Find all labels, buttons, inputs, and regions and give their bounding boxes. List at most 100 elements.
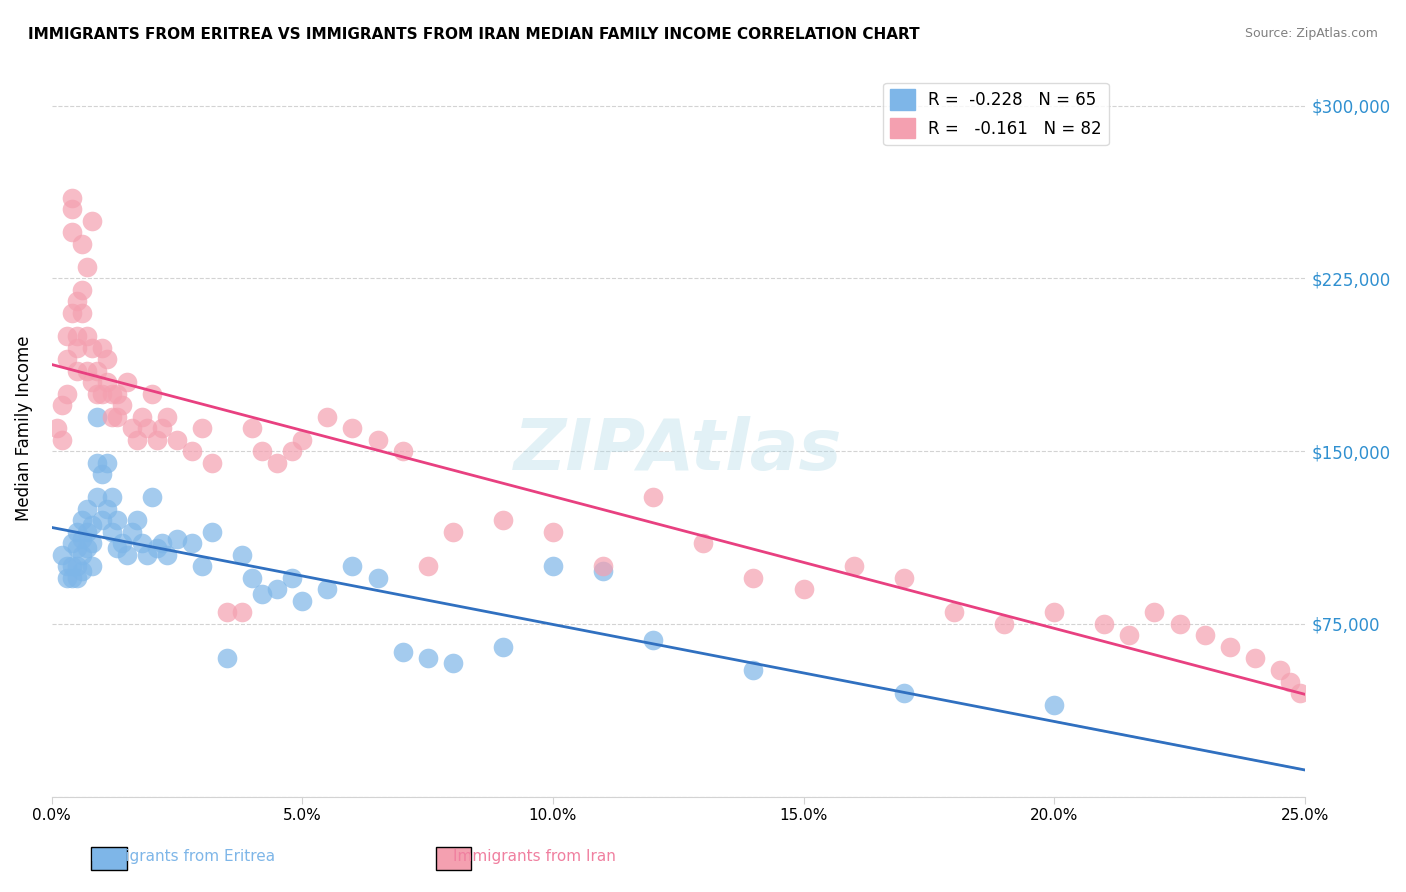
Point bbox=[101, 490, 124, 504]
Point bbox=[643, 490, 665, 504]
Point bbox=[115, 548, 138, 562]
Point bbox=[156, 548, 179, 562]
Point bbox=[86, 490, 108, 504]
Point bbox=[121, 524, 143, 539]
Point bbox=[146, 541, 169, 555]
Point bbox=[76, 541, 98, 555]
Point bbox=[1118, 628, 1140, 642]
Point bbox=[56, 329, 79, 343]
Point bbox=[592, 559, 614, 574]
Point bbox=[90, 386, 112, 401]
Point bbox=[541, 559, 564, 574]
Point bbox=[842, 559, 865, 574]
Point bbox=[96, 456, 118, 470]
Point bbox=[90, 467, 112, 482]
Point bbox=[1143, 606, 1166, 620]
Text: Source: ZipAtlas.com: Source: ZipAtlas.com bbox=[1244, 27, 1378, 40]
Point bbox=[60, 559, 83, 574]
Point bbox=[60, 536, 83, 550]
Point bbox=[266, 582, 288, 597]
Point bbox=[942, 606, 965, 620]
Point bbox=[66, 524, 89, 539]
Point bbox=[441, 656, 464, 670]
Point bbox=[1288, 686, 1310, 700]
Point bbox=[66, 571, 89, 585]
Point bbox=[893, 571, 915, 585]
Point bbox=[266, 456, 288, 470]
Point bbox=[141, 386, 163, 401]
Point bbox=[101, 524, 124, 539]
Point bbox=[70, 513, 93, 527]
Point bbox=[96, 375, 118, 389]
Point bbox=[291, 433, 314, 447]
Point bbox=[56, 559, 79, 574]
Point bbox=[252, 587, 274, 601]
Point bbox=[416, 559, 439, 574]
Point bbox=[105, 409, 128, 424]
Point bbox=[1092, 616, 1115, 631]
Point bbox=[316, 409, 339, 424]
Point bbox=[76, 501, 98, 516]
Point bbox=[742, 571, 765, 585]
Point bbox=[217, 651, 239, 665]
Point bbox=[101, 386, 124, 401]
Point bbox=[125, 513, 148, 527]
Point bbox=[86, 409, 108, 424]
Text: IMMIGRANTS FROM ERITREA VS IMMIGRANTS FROM IRAN MEDIAN FAMILY INCOME CORRELATION: IMMIGRANTS FROM ERITREA VS IMMIGRANTS FR… bbox=[28, 27, 920, 42]
Point bbox=[166, 433, 188, 447]
Point bbox=[893, 686, 915, 700]
Point bbox=[181, 536, 204, 550]
Point bbox=[181, 444, 204, 458]
Point bbox=[56, 352, 79, 367]
Point bbox=[45, 421, 67, 435]
Point bbox=[86, 456, 108, 470]
Point bbox=[993, 616, 1015, 631]
Point bbox=[80, 517, 103, 532]
Point bbox=[141, 490, 163, 504]
Point bbox=[90, 341, 112, 355]
Point bbox=[166, 532, 188, 546]
Point bbox=[66, 541, 89, 555]
Point bbox=[80, 214, 103, 228]
Point bbox=[66, 341, 89, 355]
Point bbox=[1043, 606, 1066, 620]
Point bbox=[105, 541, 128, 555]
Point bbox=[150, 536, 173, 550]
Point bbox=[291, 594, 314, 608]
Point bbox=[131, 409, 153, 424]
Point bbox=[1194, 628, 1216, 642]
Point bbox=[125, 433, 148, 447]
Point bbox=[51, 548, 73, 562]
Point bbox=[86, 386, 108, 401]
Point bbox=[121, 421, 143, 435]
Point bbox=[281, 444, 304, 458]
Point bbox=[441, 524, 464, 539]
Point bbox=[96, 501, 118, 516]
Point bbox=[115, 375, 138, 389]
Point bbox=[492, 640, 515, 654]
Text: Immigrants from Iran: Immigrants from Iran bbox=[453, 849, 616, 863]
Point bbox=[66, 329, 89, 343]
Point bbox=[56, 386, 79, 401]
Point bbox=[80, 536, 103, 550]
Point bbox=[96, 352, 118, 367]
Point bbox=[70, 564, 93, 578]
Point bbox=[76, 260, 98, 274]
Point bbox=[60, 571, 83, 585]
Point bbox=[231, 548, 253, 562]
Point bbox=[201, 456, 224, 470]
Point bbox=[391, 444, 413, 458]
Point bbox=[231, 606, 253, 620]
Point bbox=[70, 236, 93, 251]
Point bbox=[367, 433, 389, 447]
Point bbox=[70, 532, 93, 546]
Point bbox=[51, 433, 73, 447]
Point bbox=[101, 409, 124, 424]
Point bbox=[541, 524, 564, 539]
Point bbox=[105, 386, 128, 401]
Point bbox=[111, 536, 134, 550]
Point bbox=[80, 559, 103, 574]
Point bbox=[60, 202, 83, 217]
Point bbox=[86, 363, 108, 377]
Point bbox=[252, 444, 274, 458]
